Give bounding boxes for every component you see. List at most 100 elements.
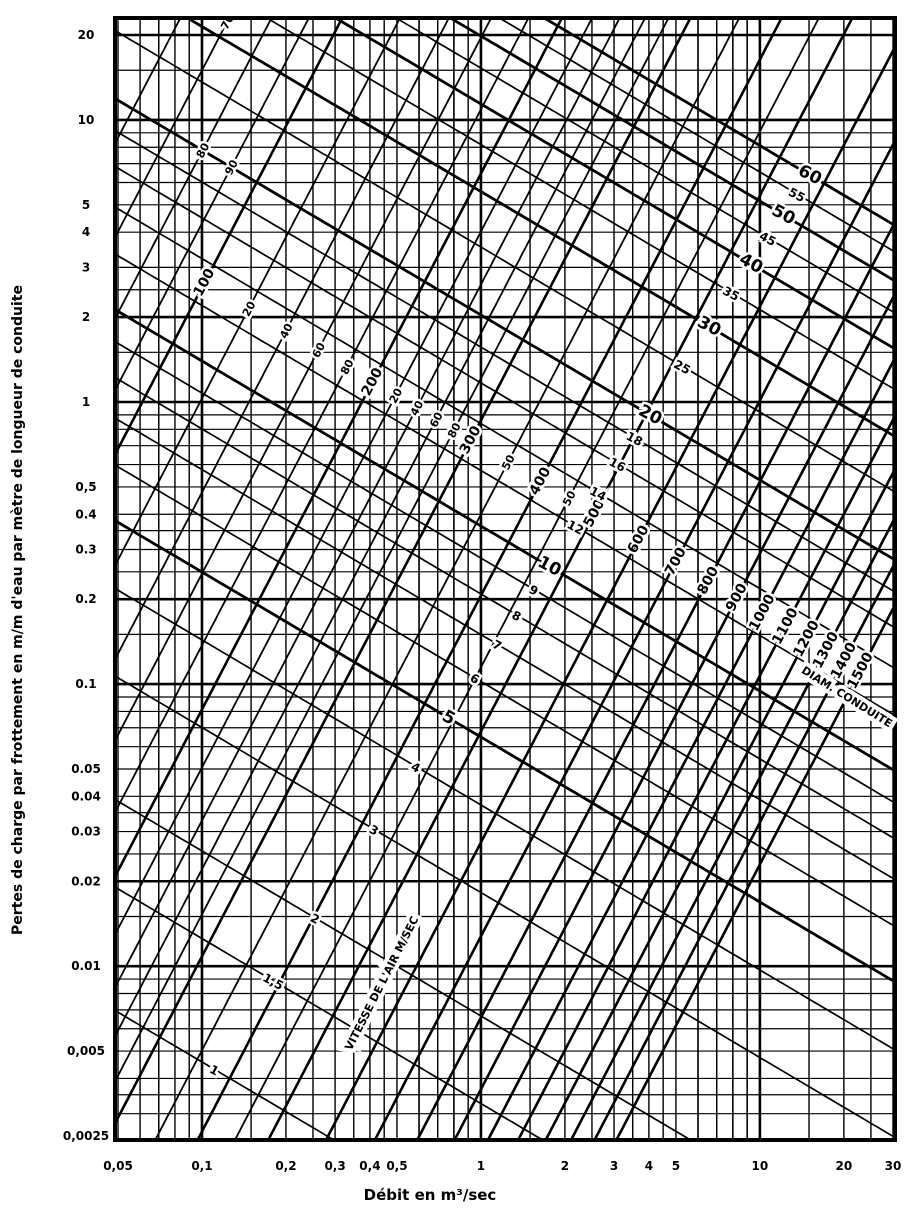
velocity-label: 60 [795,161,825,190]
x-tick-label: 10 [752,1159,769,1173]
diameter-line [115,18,450,662]
velocity-label: 7 [490,637,504,653]
x-tick-label: 20 [836,1159,853,1173]
x-tick-label: 4 [645,1159,653,1173]
diameter-line [233,18,820,1140]
diameter-line [486,355,895,1140]
velocity-label: 3 [367,822,381,838]
y-tick-labels: 20 10 5 4 3 2 1 0,5 0.4 0.3 0.2 0.1 0.05 0.04 0.03 0.02… [63,28,109,1143]
velocity-label: 4 [409,759,423,775]
y-tick-label: 1 [82,395,90,409]
velocity-line [115,886,545,1140]
y-tick-label: 0.4 [75,507,96,521]
velocity-line [115,340,895,805]
velocity-line [497,18,895,253]
diameter-label: 200 [359,365,387,399]
diameter-label: 80 [445,420,464,440]
y-tick-label: 0,0025 [63,1129,109,1143]
velocity-line [115,29,895,493]
velocity-line [447,18,895,283]
y-tick-label: 3 [82,260,90,274]
y-tick-label: 0.01 [71,959,101,973]
x-tick-label: 3 [610,1159,618,1173]
velocity-line [115,376,895,840]
diameter-lines [115,18,895,1140]
diameter-line [115,18,621,990]
diameter-line [196,18,784,1140]
y-tick-label: 5 [82,198,90,212]
x-tick-label: 5 [672,1159,680,1173]
diameter-line [154,18,741,1140]
y-tick-label: 0.2 [75,592,96,606]
diameter-line [115,18,310,393]
diameter-label: 70 [218,12,237,32]
diameter-line [115,18,182,146]
x-tick-label: 30 [885,1159,902,1173]
y-axis-title: Pertes de charge par frottement en m/m d… [10,285,26,935]
x-tick-label: 0,2 [275,1159,296,1173]
diameter-label: 100 [191,266,219,300]
velocity-line [332,18,895,351]
velocity-lines [115,18,895,1140]
diameter-line [266,18,854,1140]
x-tick-labels: 0,05 0,1 0,2 0,3 0,4 0,5 1 2 3 4 5 10 20 30 [103,1159,901,1173]
diameter-line [115,18,564,880]
y-tick-label: 0.3 [75,542,96,556]
velocity-line [115,464,895,928]
velocity-line [115,307,895,773]
diameter-line [544,466,895,1140]
velocity-line [115,417,895,881]
diameter-line [453,290,895,1140]
diameter-label: 1000 [746,591,779,633]
x-tick-label: 1 [477,1159,485,1173]
diameter-line [614,601,895,1140]
diameter-label: 50 [560,488,579,508]
x-axis-title: Débit en m³/sec [364,1186,497,1204]
velocity-line [115,129,895,593]
x-tick-label: 0,5 [386,1159,407,1173]
y-tick-label: 0,5 [75,480,96,494]
diameter-label: 80 [194,140,213,160]
diameter-line [415,219,895,1140]
x-tick-label: 0,4 [359,1159,380,1173]
y-tick-label: 0.02 [71,874,101,888]
velocity-line [541,18,895,228]
velocity-line [265,18,895,391]
velocity-label: 55 [786,185,807,205]
velocity-label: 8 [509,608,523,624]
y-tick-label: 20 [78,28,95,42]
velocity-line [115,96,895,562]
velocity-line [115,206,895,670]
y-tick-label: 0.04 [71,789,101,803]
velocity-line [115,587,895,1051]
y-tick-label: 4 [82,225,90,239]
diameter-line [115,18,594,937]
diameter-label: 90 [222,157,241,177]
velocity-line [115,253,895,717]
diameter-line [115,18,231,240]
velocity-label: 9 [527,582,541,598]
diameter-line [569,514,895,1140]
diameter-label: 40 [277,321,296,341]
diameter-line [115,18,670,1084]
velocity-line [115,798,693,1140]
y-tick-label: 0.1 [75,677,96,691]
y-tick-label: 2 [82,310,90,324]
x-tick-label: 0,1 [191,1159,212,1173]
diameter-line [115,18,273,321]
diameter-label: 50 [499,452,518,472]
diameter-line [115,18,692,1127]
diameter-line [324,44,895,1140]
x-tick-label: 0,05 [103,1159,133,1173]
velocity-line [394,18,895,315]
grid [115,18,895,1140]
diameter-line [115,18,402,568]
diameter-line [115,18,493,743]
y-tick-label: 10 [78,113,95,127]
diameter-line [593,559,895,1140]
diameter-line [115,18,530,815]
diameter-line [115,18,647,1039]
x-tick-label: 2 [561,1159,569,1173]
velocity-line [115,675,895,1139]
